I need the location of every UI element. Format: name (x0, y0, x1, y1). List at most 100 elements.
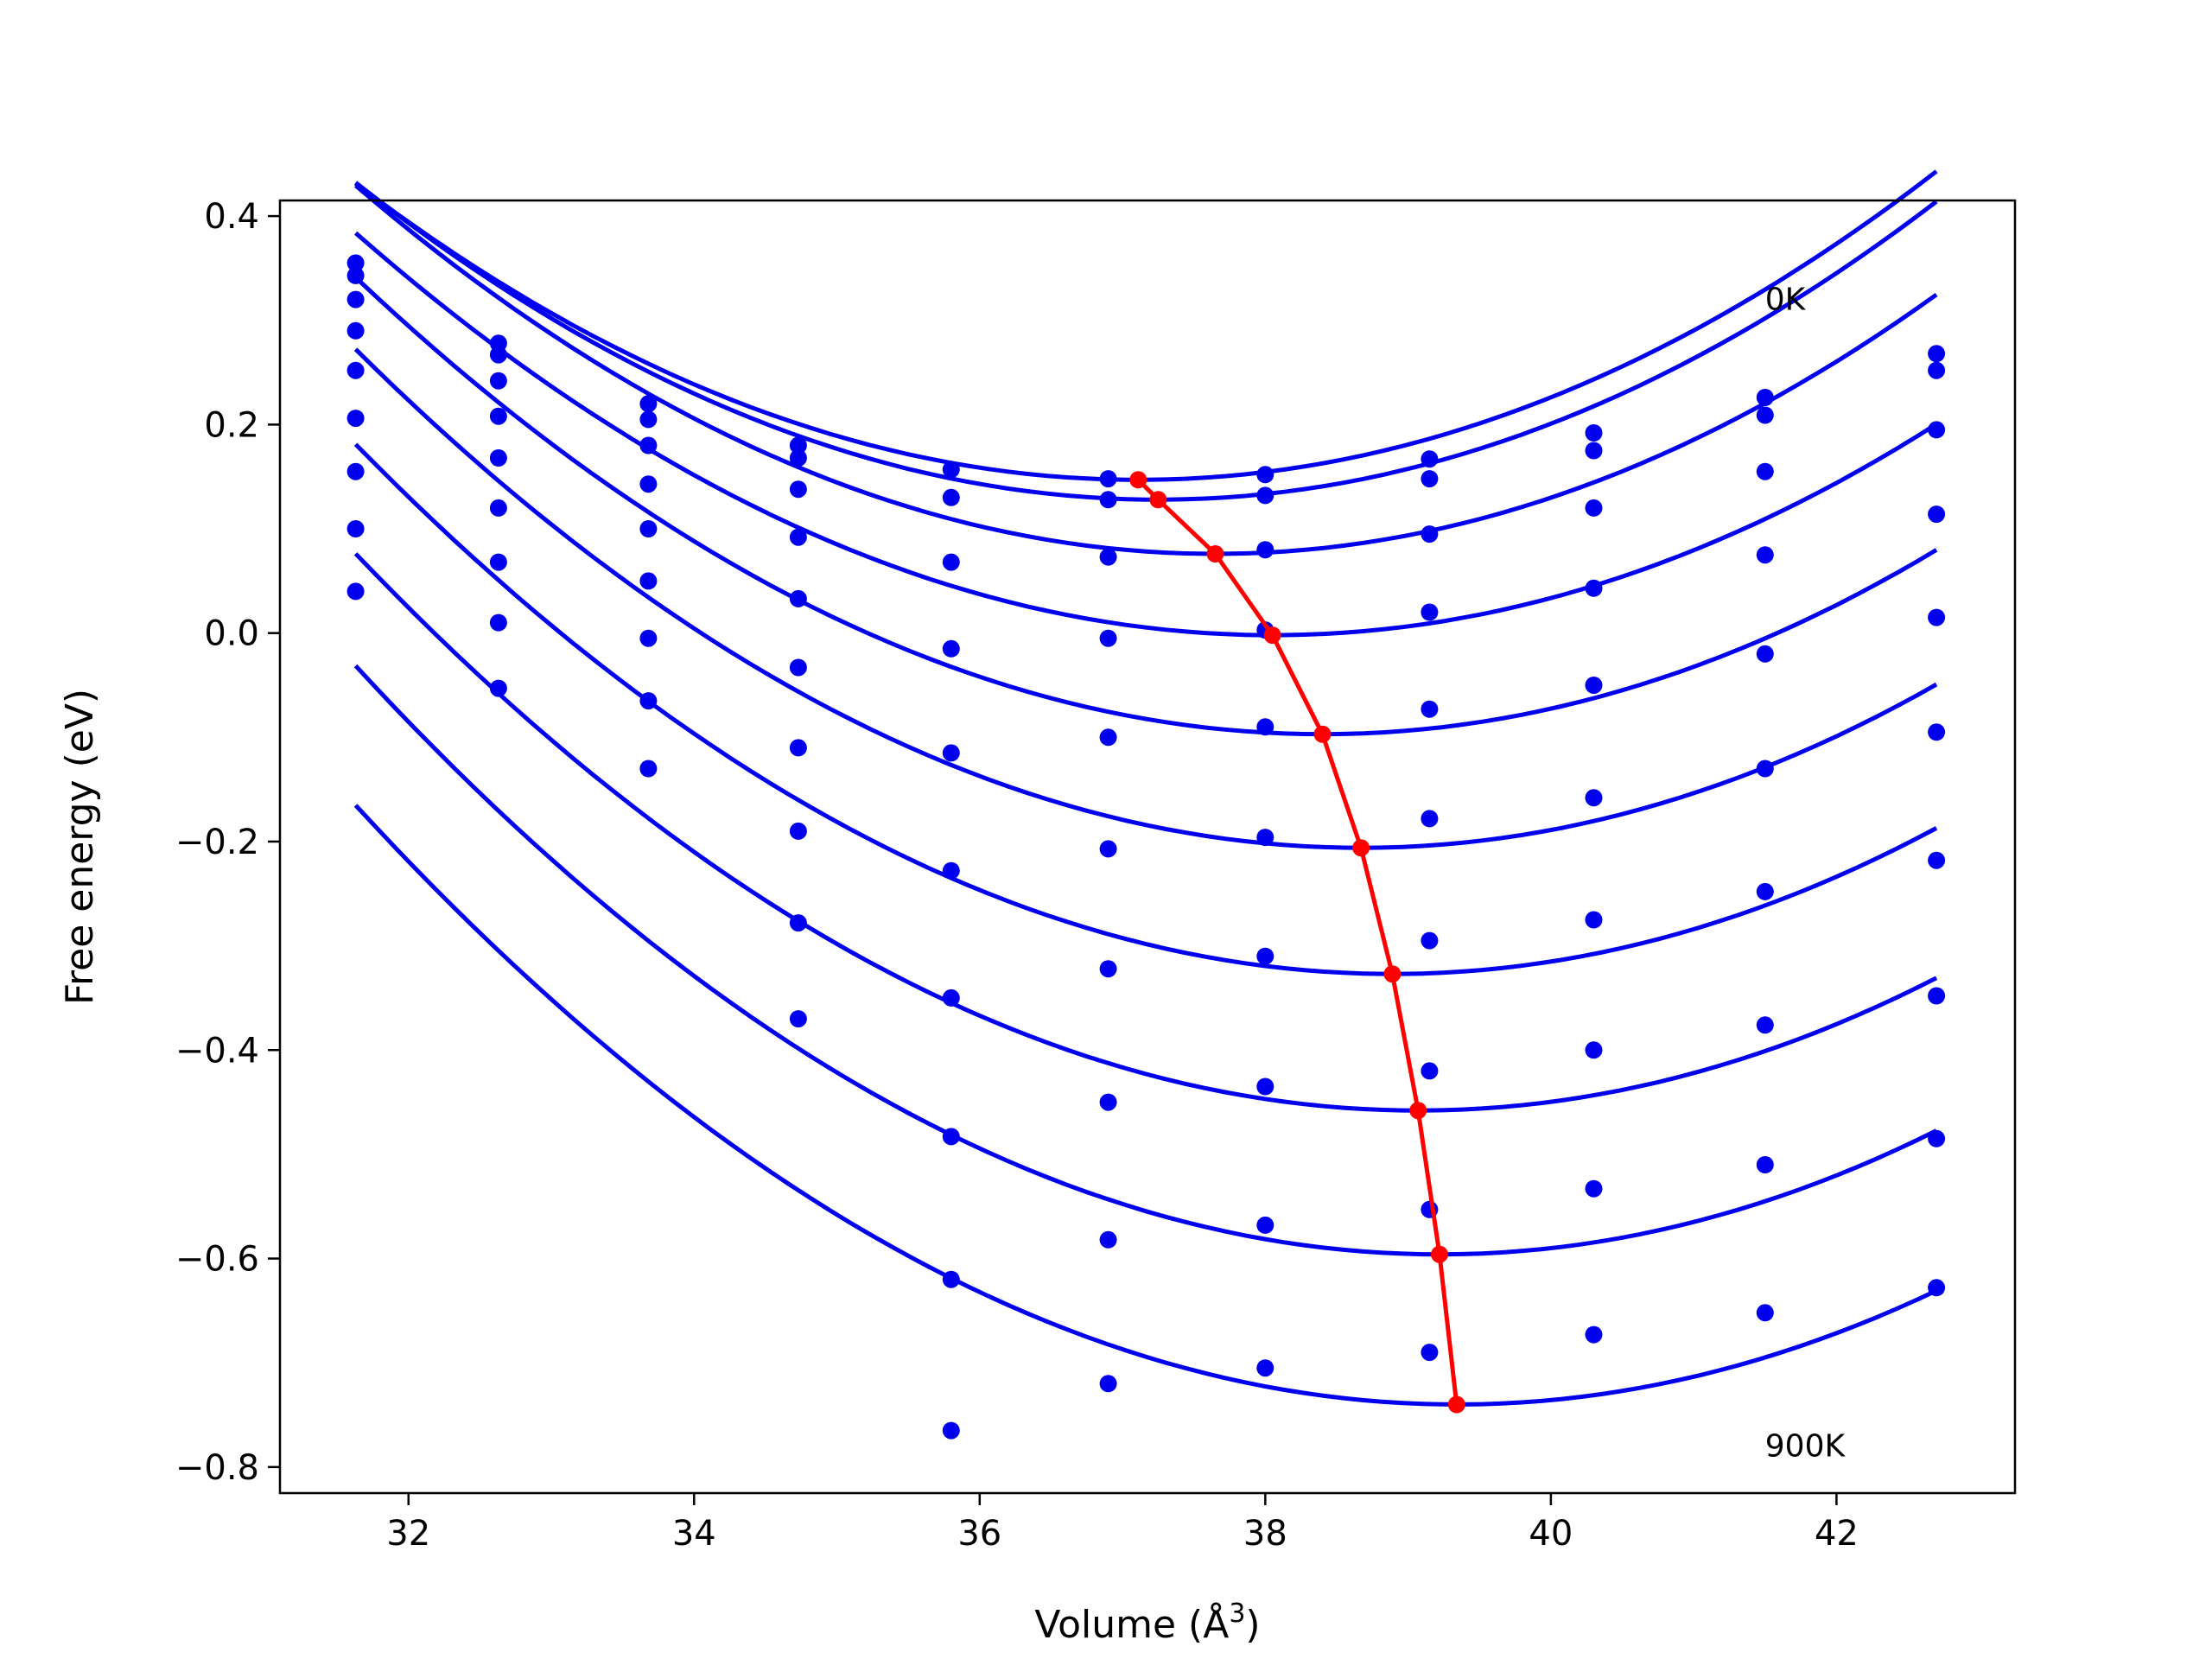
data-point (789, 528, 807, 546)
data-point (1928, 421, 1946, 439)
data-point (1421, 525, 1439, 543)
y-tick-label: −0.4 (175, 1031, 259, 1071)
data-point (1099, 728, 1117, 747)
data-point (346, 410, 365, 428)
data-point (942, 744, 960, 762)
data-point (1756, 1156, 1774, 1173)
data-point (942, 639, 960, 658)
data-point (1928, 505, 1946, 524)
data-point (1585, 499, 1603, 517)
data-point (1099, 1230, 1117, 1249)
data-point (1585, 1041, 1603, 1059)
minima-line (1136, 478, 1459, 1405)
data-point (1256, 1359, 1274, 1377)
data-point (942, 861, 960, 880)
y-tick-label: 0.0 (204, 614, 259, 654)
data-point (1099, 470, 1117, 488)
data-point (789, 822, 807, 840)
data-point (346, 321, 365, 340)
y-axis-label: Free energy (eV) (58, 689, 102, 1005)
x-axis-ticks: 32 34 36 38 40 42 (386, 1493, 1859, 1554)
data-point (1928, 851, 1946, 869)
y-tick-label: −0.6 (175, 1240, 259, 1280)
data-point (346, 361, 365, 379)
data-point (1256, 466, 1274, 484)
data-point (1256, 486, 1274, 505)
fit-curve-5 (353, 347, 1938, 850)
data-point (1756, 546, 1774, 564)
data-point (489, 499, 507, 517)
data-point (1099, 960, 1117, 978)
data-point (489, 372, 507, 390)
data-points (346, 254, 1946, 1440)
x-tick-label: 40 (1529, 1514, 1573, 1554)
data-point (1256, 1077, 1274, 1096)
data-point (1585, 677, 1603, 694)
annotation-1: 900K (1765, 1429, 1847, 1465)
minimum-point (1313, 725, 1332, 743)
data-point (1256, 1216, 1274, 1234)
y-tick-label: 0.4 (204, 197, 259, 237)
data-point (639, 572, 658, 590)
data-point (1928, 1279, 1946, 1297)
minimum-point (1149, 491, 1167, 509)
data-point (1421, 700, 1439, 718)
data-point (346, 266, 365, 284)
data-point (789, 436, 807, 454)
data-point (942, 1270, 960, 1288)
annotations: 0K 900K (1765, 283, 1847, 1465)
minimum-point (1206, 545, 1224, 563)
data-point (1585, 1325, 1603, 1344)
data-point (1756, 882, 1774, 900)
data-point (942, 1128, 960, 1146)
x-tick-label: 32 (386, 1514, 430, 1554)
data-point (489, 553, 507, 571)
fit-curve-6 (353, 442, 1938, 976)
fit-curve-2 (353, 183, 1938, 556)
data-point (789, 658, 807, 677)
x-tick-label: 42 (1815, 1514, 1859, 1554)
data-point (1421, 810, 1439, 828)
data-point (1099, 840, 1117, 858)
x-tick-label: 36 (957, 1514, 1001, 1554)
data-point (942, 988, 960, 1007)
data-point (346, 290, 365, 308)
data-point (1099, 1093, 1117, 1111)
data-point (346, 520, 365, 537)
x-tick-label: 34 (672, 1514, 716, 1554)
minimum-point (1431, 1245, 1448, 1263)
data-point (1256, 947, 1274, 965)
data-point (789, 739, 807, 757)
data-point (346, 582, 365, 601)
data-point (942, 461, 960, 479)
data-point (1928, 987, 1946, 1005)
fit-curve-3 (353, 231, 1938, 638)
data-point (1099, 629, 1117, 647)
data-point (1928, 345, 1946, 363)
data-point (1928, 361, 1946, 379)
x-tick-label: 38 (1243, 1514, 1287, 1554)
data-point (1421, 931, 1439, 950)
data-point (346, 462, 365, 480)
data-point (489, 407, 507, 425)
fit-curve-1 (354, 181, 1938, 502)
data-point (1585, 442, 1603, 460)
data-point (1928, 1129, 1946, 1147)
fit-curve-4 (353, 276, 1938, 737)
data-point (1756, 406, 1774, 424)
minimum-point (1409, 1102, 1427, 1120)
minimum-point (1263, 626, 1281, 645)
y-tick-label: −0.2 (175, 823, 259, 862)
y-axis-ticks: 0.4 0.2 0.0 −0.2 −0.4 −0.6 −0.8 (175, 197, 280, 1488)
data-point (639, 760, 658, 778)
data-point (1756, 1016, 1774, 1034)
data-point (1756, 1304, 1774, 1322)
plot-frame (278, 199, 2017, 1495)
minima-line-group (1129, 471, 1465, 1414)
data-point (1928, 608, 1946, 626)
data-point (489, 346, 507, 364)
annotation-0: 0K (1765, 283, 1807, 318)
data-point (1585, 789, 1603, 807)
fit-curve-7 (353, 552, 1938, 1113)
